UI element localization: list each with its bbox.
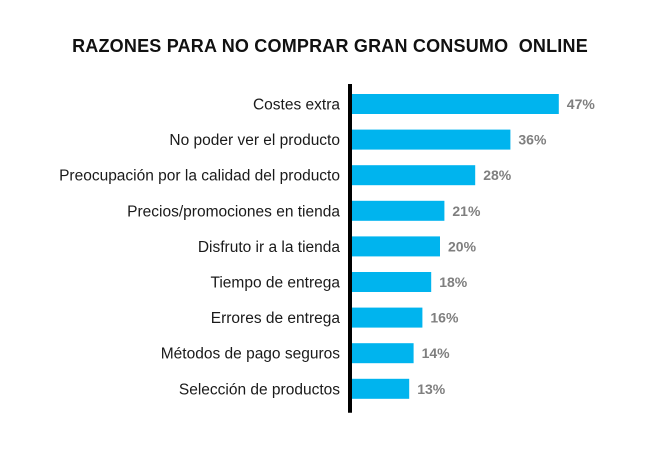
value-label: 20% — [448, 238, 477, 254]
category-label: Costes extra — [253, 97, 340, 114]
bar — [352, 129, 511, 150]
category-label: Errores de entrega — [211, 310, 341, 327]
value-label: 47% — [567, 96, 596, 112]
value-label: 16% — [430, 310, 459, 326]
bar — [352, 200, 445, 221]
category-label: No poder ver el producto — [169, 132, 340, 149]
value-label: 28% — [483, 167, 512, 183]
category-label: Precios/promociones en tienda — [127, 203, 340, 220]
category-label: Preocupación por la calidad del producto — [59, 168, 340, 185]
value-label: 14% — [422, 345, 451, 361]
bars-group: Costes extra 47% No poder ver el producto 3… — [59, 94, 595, 399]
value-label: 18% — [439, 274, 468, 290]
bar — [352, 272, 432, 292]
category-label: Tiempo de entrega — [210, 275, 340, 292]
category-label: Selección de productos — [179, 381, 340, 398]
bar — [352, 378, 410, 399]
bar — [352, 165, 476, 186]
value-label: 36% — [518, 132, 547, 148]
chart-title: RAZONES PARA NO COMPRAR GRAN CONSUMO ONL… — [72, 36, 588, 56]
bar — [352, 236, 440, 257]
category-label: Métodos de pago seguros — [161, 346, 340, 363]
value-label: 21% — [452, 203, 481, 219]
bar — [352, 307, 423, 328]
bar — [352, 94, 559, 114]
value-label: 13% — [417, 381, 446, 397]
bar — [352, 343, 414, 364]
category-label: Disfruto ir a la tienda — [198, 239, 341, 256]
